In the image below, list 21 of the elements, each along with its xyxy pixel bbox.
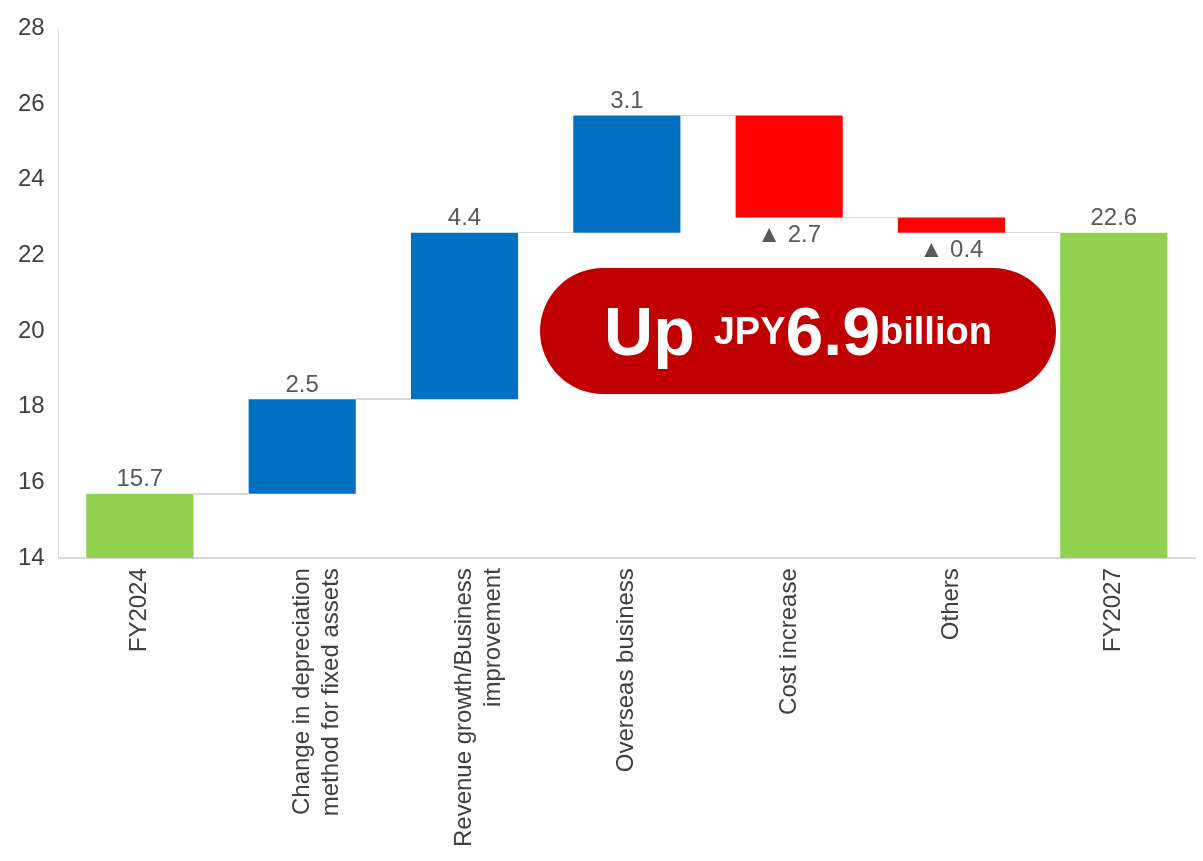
data-label: 22.6 — [1090, 203, 1138, 231]
y-tick-label: 24 — [17, 164, 45, 192]
x-tick-label: FY2024 — [124, 568, 152, 653]
data-label: ▲ 2.7 — [757, 220, 822, 248]
y-tick-label: 20 — [17, 315, 45, 343]
x-tick-label: Others — [936, 568, 964, 641]
y-tick-label: 14 — [17, 542, 45, 570]
y-tick-label: 16 — [17, 467, 45, 495]
data-label: ▲ 0.4 — [919, 235, 984, 263]
x-tick-label: Change in depreciation method for fixed assets — [286, 568, 343, 817]
x-tick-label: Overseas business — [611, 568, 639, 773]
x-tick-label: FY2027 — [1098, 568, 1126, 653]
data-label: 4.4 — [447, 203, 482, 231]
y-tick-label: 26 — [17, 88, 45, 116]
data-label: 3.1 — [610, 86, 644, 114]
y-tick-label: 22 — [17, 240, 45, 268]
data-label: 2.5 — [285, 369, 319, 397]
x-tick-label: Cost increase — [773, 568, 801, 715]
y-tick-label: 28 — [17, 13, 45, 41]
y-tick-label: 18 — [17, 391, 45, 419]
data-label: 15.7 — [116, 464, 164, 492]
